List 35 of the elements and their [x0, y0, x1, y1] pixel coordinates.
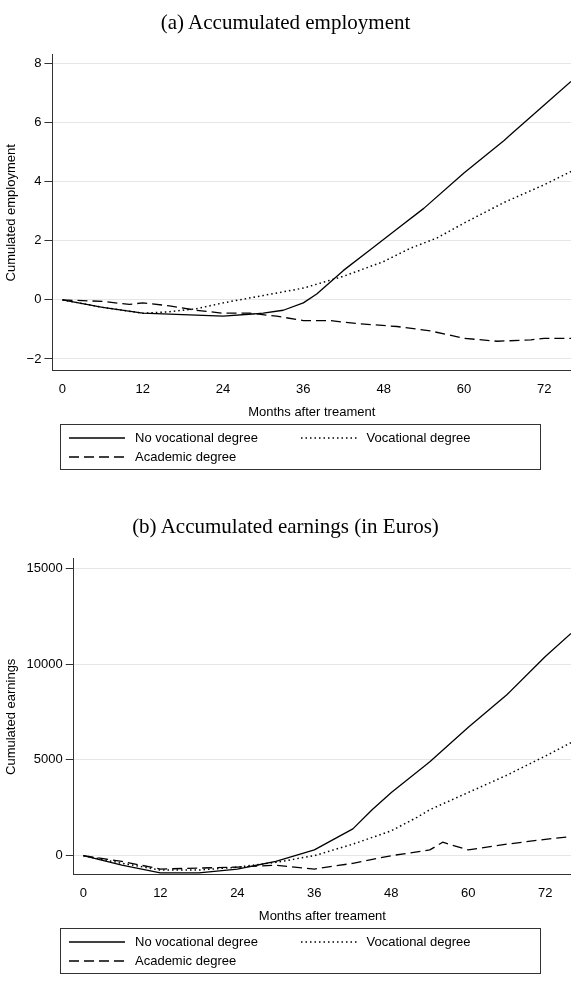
- x-axis-title: Months after treament: [258, 907, 387, 923]
- x-axis-title: Months after treament: [248, 403, 376, 419]
- x-tick-label: 24: [215, 381, 231, 397]
- x-tick-label: 0: [79, 885, 87, 901]
- chart-title: (a) Accumulated employment: [159, 9, 412, 36]
- x-tick-label: 60: [461, 885, 476, 901]
- y-tick-label: 6: [34, 114, 42, 130]
- y-tick-label: 15000: [26, 559, 63, 575]
- legend-label: Academic degree: [135, 449, 237, 464]
- x-tick-label: 48: [384, 885, 399, 901]
- x-tick-label: 12: [135, 381, 150, 397]
- legend-label: Vocational degree: [366, 430, 471, 445]
- x-tick-label: 24: [230, 885, 245, 901]
- y-tick-label: 5000: [33, 751, 63, 767]
- x-tick-label: 12: [153, 885, 168, 901]
- x-tick-label: 60: [456, 381, 472, 397]
- x-tick-label: 72: [538, 885, 553, 901]
- y-tick-label: 8: [34, 55, 42, 71]
- x-tick-label: 48: [376, 381, 391, 397]
- y-tick-label: 2: [34, 232, 42, 248]
- x-tick-label: 36: [296, 381, 311, 397]
- y-axis-title: Cumulated employment: [3, 143, 19, 282]
- y-tick-label: −2: [26, 350, 42, 366]
- y-tick-label: 0: [34, 291, 42, 307]
- legend-label: Academic degree: [135, 953, 237, 968]
- y-tick-label: 0: [55, 847, 63, 863]
- chart-title: (b) Accumulated earnings (in Euros): [131, 513, 440, 540]
- legend-label: No vocational degree: [135, 934, 258, 949]
- y-axis-title: Cumulated earnings: [3, 658, 19, 775]
- legend-label: No vocational degree: [135, 430, 258, 445]
- legend-label: Vocational degree: [366, 934, 471, 949]
- x-tick-label: 72: [537, 381, 552, 397]
- y-tick-label: 4: [34, 173, 42, 189]
- y-tick-label: 10000: [26, 655, 63, 671]
- x-tick-label: 36: [307, 885, 322, 901]
